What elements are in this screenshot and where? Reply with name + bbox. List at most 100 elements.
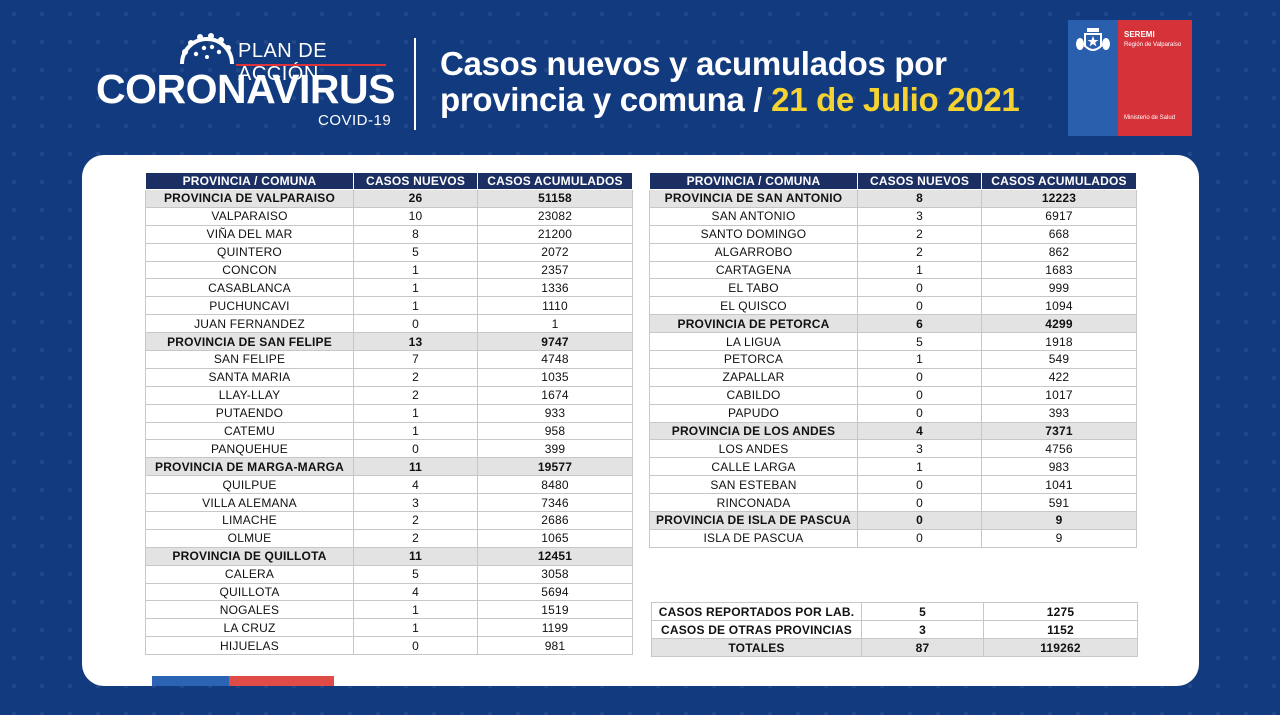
cell-casos-acumulados: 862 [981,242,1137,262]
cell-name: SANTO DOMINGO [649,224,858,244]
cell-casos-acumulados: 999 [981,278,1137,298]
cell-name: VALPARAISO [145,206,354,226]
cell-casos-acumulados: 19577 [477,457,633,477]
cell-casos-acumulados: 549 [981,350,1137,369]
table-row: VIÑA DEL MAR 8 21200 [145,224,633,244]
cell-casos-nuevos: 0 [857,528,982,548]
table-row: OLMUE 2 1065 [145,528,633,548]
cell-casos-acumulados: 1918 [981,332,1137,352]
table-row: QUILPUE 4 8480 [145,475,633,495]
cell-casos-acumulados: 1152 [983,620,1138,639]
cell-casos-nuevos: 4 [353,475,478,495]
cell-casos-nuevos: 1 [353,600,478,620]
cell-casos-nuevos: 0 [857,475,982,495]
table-row: LLAY-LLAY 2 1674 [145,385,633,405]
cell-casos-nuevos: 0 [857,403,982,423]
cell-casos-nuevos: 6 [857,314,982,334]
cell-casos-nuevos: 0 [353,439,478,459]
cell-casos-nuevos: 0 [353,314,478,334]
cell-casos-nuevos: 5 [857,332,982,352]
cell-casos-nuevos: 5 [353,242,478,262]
cell-name: VILLA ALEMANA [145,493,354,513]
column-header-nuevos: CASOS NUEVOS [857,172,982,190]
cell-casos-acumulados: 23082 [477,206,633,226]
table-row: LIMACHE 2 2686 [145,511,633,530]
cell-casos-acumulados: 2686 [477,511,633,530]
cell-casos-nuevos: 0 [857,493,982,513]
cell-name: PROVINCIA DE MARGA-MARGA [145,457,354,477]
cell-casos-acumulados: 668 [981,224,1137,244]
cell-casos-acumulados: 393 [981,403,1137,423]
table-row: ISLA DE PASCUA 0 9 [649,528,1137,548]
right-table-body: PROVINCIA DE SAN ANTONIO 8 12223 SAN ANTONI… [649,189,1137,548]
cell-casos-nuevos: 1 [353,260,478,280]
cell-casos-acumulados: 2357 [477,260,633,280]
cell-casos-nuevos: 2 [353,367,478,387]
cell-name: PROVINCIA DE VALPARAISO [145,189,354,208]
cell-casos-acumulados: 9 [981,511,1137,530]
cell-casos-acumulados: 1094 [981,296,1137,316]
seremi-region: Región de Valparaíso [1124,42,1182,48]
table-row: CASABLANCA 1 1336 [145,278,633,298]
cell-casos-nuevos: 0 [857,367,982,387]
cell-casos-acumulados: 51158 [477,189,633,208]
cell-casos-nuevos: 1 [857,457,982,477]
province-row: PROVINCIA DE SAN ANTONIO 8 12223 [649,189,1137,208]
table-row: PUCHUNCAVI 1 1110 [145,296,633,316]
cell-casos-acumulados: 1041 [981,475,1137,495]
cell-casos-acumulados: 591 [981,493,1137,513]
cell-name: LOS ANDES [649,439,858,459]
cell-casos-acumulados: 2072 [477,242,633,262]
table-row: LOS ANDES 3 4756 [649,439,1137,459]
cell-casos-nuevos: 3 [857,206,982,226]
cell-casos-acumulados: 958 [477,421,633,441]
cell-casos-acumulados: 12223 [981,189,1137,208]
cell-casos-nuevos: 4 [857,421,982,441]
logo-underline [236,64,386,66]
cell-name: SAN ESTEBAN [649,475,858,495]
cell-name: RINCONADA [649,493,858,513]
table-row: SANTA MARIA 2 1035 [145,367,633,387]
totals-table-body: CASOS REPORTADOS POR LAB. 5 1275 CASOS DE O… [651,602,1138,657]
table-header-row: PROVINCIA / COMUNA CASOS NUEVOS CASOS AC… [145,172,633,190]
flag-stripe-blue [152,676,229,686]
cell-casos-nuevos: 8 [857,189,982,208]
table-row: CARTAGENA 1 1683 [649,260,1137,280]
column-header-comuna: PROVINCIA / COMUNA [145,172,354,190]
cell-name: NOGALES [145,600,354,620]
cell-casos-nuevos: 8 [353,224,478,244]
cell-name: CALERA [145,564,354,584]
table-row: QUINTERO 5 2072 [145,242,633,262]
province-row: PROVINCIA DE LOS ANDES 4 7371 [649,421,1137,441]
cell-casos-nuevos: 2 [353,528,478,548]
column-header-nuevos: CASOS NUEVOS [353,172,478,190]
cell-name: CATEMU [145,421,354,441]
seremi-blue-band [1068,20,1118,136]
title-separator: / [744,81,772,118]
cell-casos-nuevos: 3 [353,493,478,513]
cell-name: PANQUEHUE [145,439,354,459]
province-row: PROVINCIA DE VALPARAISO 26 51158 [145,189,633,208]
cell-casos-nuevos: 26 [353,189,478,208]
table-row: EL TABO 0 999 [649,278,1137,298]
cell-name: TOTALES [651,638,862,657]
cell-casos-acumulados: 1110 [477,296,633,316]
table-row: CATEMU 1 958 [145,421,633,441]
cell-name: SAN ANTONIO [649,206,858,226]
cell-casos-acumulados: 1683 [981,260,1137,280]
cell-casos-nuevos: 1 [353,278,478,298]
cell-name: EL TABO [649,278,858,298]
cell-casos-nuevos: 2 [857,224,982,244]
cell-name: LA LIGUA [649,332,858,352]
chile-shield-icon [1076,28,1110,51]
table-row: EL QUISCO 0 1094 [649,296,1137,316]
cell-casos-nuevos: 1 [857,260,982,280]
table-row: LA CRUZ 1 1199 [145,618,633,638]
cell-casos-nuevos: 11 [353,546,478,566]
cell-name: PROVINCIA DE QUILLOTA [145,546,354,566]
column-header-acumulados: CASOS ACUMULADOS [477,172,633,190]
table-row: ZAPALLAR 0 422 [649,367,1137,387]
cell-casos-acumulados: 7346 [477,493,633,513]
cell-casos-nuevos: 1 [857,350,982,369]
cell-casos-acumulados: 1275 [983,602,1138,621]
